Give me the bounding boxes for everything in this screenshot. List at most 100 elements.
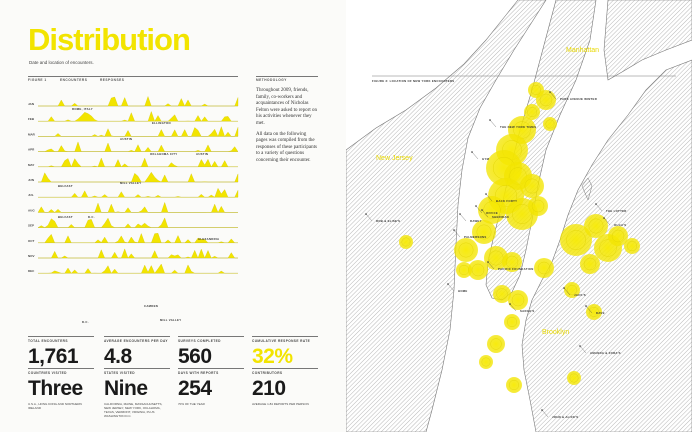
place-label: SHERIDAN: [492, 215, 509, 219]
stat-contributors: CONTRIBUTORS 210 AVERAGE 1.84 REPORTS PE…: [252, 368, 318, 406]
location-annotation: D.C.: [88, 215, 95, 219]
stat-surveys-completed: SURVEYS COMPLETED 560: [178, 336, 244, 369]
encounter-density-blob: [472, 220, 496, 244]
left-page: Distribution Date and location of encoun…: [28, 22, 318, 418]
stat-label: AVERAGE ENCOUNTERS PER DAY: [104, 336, 170, 343]
right-page: FIGURE 2: LOCATION OF NEW YORK ENCOUNTER…: [346, 0, 692, 432]
new-jersey-land: [346, 0, 547, 432]
encounter-density-blob: [506, 377, 522, 393]
encounter-contour: [401, 237, 411, 247]
borough-label: New Jersey: [376, 155, 413, 162]
location-annotation: ALEXANDRIA: [198, 237, 219, 241]
stat-value: 560: [178, 345, 212, 368]
place-marker: [447, 283, 449, 285]
encounter-sparkline: [38, 141, 239, 152]
methodology-label: METHODOLOGY: [256, 78, 287, 82]
place-marker: [541, 409, 543, 411]
encounter-contour: [496, 288, 508, 300]
place-marker: [549, 91, 551, 93]
encounter-density-blob: [584, 214, 608, 238]
place-leader-line: [471, 151, 479, 160]
encounter-density-blob: [543, 117, 557, 131]
stat-label: CONTRIBUTORS: [252, 368, 318, 375]
place-label: THE LOTTER: [606, 209, 627, 213]
month-label: NOV: [28, 254, 35, 258]
stat-days-with-reports: DAYS WITH REPORTS 254 70% OF THE YEAR: [178, 368, 244, 406]
place-leader-line: [489, 119, 497, 128]
stat-note: 70% OF THE YEAR: [178, 402, 205, 406]
place-marker: [489, 119, 491, 121]
place-label: ROB & ELISE'S: [376, 219, 400, 223]
methodology-paragraph-2: All data on the following pages was comp…: [256, 131, 317, 163]
monthly-encounter-chart: JAN FEB MAR APR MAY JUN JUL AUG SEP OCT NOV DEC ROME…: [28, 96, 239, 324]
island: [581, 177, 593, 201]
encounter-density-blob: [580, 254, 600, 274]
place-label: RAWEY: [470, 219, 482, 223]
place-label: JOHN & ALICE'S: [552, 415, 578, 419]
place-label: OLGA'S: [614, 223, 626, 227]
place-leader-line: [549, 91, 557, 100]
stat-note: U.S.A., HONG KONG AND NORTHERN IRELAND: [28, 402, 82, 410]
encounter-density-blob: [508, 290, 528, 310]
stat-response-rate: CUMULATIVE RESPONSE RATE 32%: [252, 336, 318, 369]
place-marker: [585, 305, 587, 307]
place-leader-line: [579, 345, 587, 354]
encounter-contour: [512, 204, 532, 224]
place-marker: [365, 213, 367, 215]
stat-states-visited: STATES VISITED Nine CALIFORNIA, MAINE, M…: [104, 368, 170, 418]
location-annotation: MILL VALLEY: [160, 318, 181, 322]
page-title: Distribution: [28, 22, 191, 57]
place-leader-line: [595, 203, 603, 212]
encounter-sparkline: [38, 233, 238, 243]
encounter-contour: [508, 380, 519, 391]
location-annotation: D.C.: [82, 320, 89, 324]
figure1-label: FIGURE 1: [28, 78, 47, 82]
place-label: JACK'S: [574, 293, 586, 297]
stat-label: SURVEYS COMPLETED: [178, 336, 244, 343]
encounter-sparkline: [38, 157, 238, 168]
month-label: SEP: [28, 224, 34, 228]
encounter-sparkline: [37, 201, 238, 213]
encounter-contour: [526, 106, 537, 117]
place-leader-line: [563, 287, 571, 296]
encounter-sparkline: [38, 111, 238, 122]
stat-label: CUMULATIVE RESPONSE RATE: [252, 336, 318, 343]
encounter-contour: [530, 84, 541, 95]
encounter-sparkline: [38, 126, 239, 137]
encounter-contour: [583, 257, 597, 271]
encounter-contour: [545, 119, 555, 129]
methodology-rule: [256, 76, 318, 77]
stat-label: STATES VISITED: [104, 368, 170, 375]
stat-value: 32%: [252, 345, 293, 368]
month-label: JUN: [28, 178, 34, 182]
encounter-density-blob: [504, 314, 520, 330]
methodology-text: Throughout 2009, friends, family, co-wor…: [256, 88, 318, 169]
place-marker: [481, 209, 483, 211]
encounter-density-blob: [520, 174, 544, 198]
encounter-contour: [588, 307, 599, 318]
encounter-contour: [539, 93, 553, 107]
page-subtitle: Date and location of encounters.: [29, 60, 94, 65]
month-label: AUG: [28, 208, 35, 212]
place-leader-line: [475, 205, 483, 214]
encounter-density-blob: [528, 196, 548, 216]
encounter-contour: [611, 229, 625, 243]
encounter-contour: [524, 178, 540, 194]
location-annotation: OKLAHOMA CITY: [150, 152, 177, 156]
place-leader-line: [487, 261, 495, 270]
month-label: JAN: [28, 102, 34, 106]
encounter-contour: [566, 285, 577, 296]
encounter-density-blob: [493, 285, 511, 303]
encounter-density-blob: [484, 246, 508, 270]
methodology-paragraph-1: Throughout 2009, friends, family, co-wor…: [256, 88, 317, 126]
place-leader-line: [603, 217, 611, 226]
stat-value: 254: [178, 377, 212, 400]
place-marker: [459, 213, 461, 215]
encounter-sparkline: [37, 217, 238, 228]
place-leader-line: [447, 283, 455, 292]
location-annotation: BELFAST: [58, 215, 73, 219]
place-label: BACK FORTY: [496, 199, 517, 203]
encounter-density-blob: [479, 355, 493, 369]
encounter-contour: [505, 255, 519, 269]
encounter-contour: [506, 317, 517, 328]
